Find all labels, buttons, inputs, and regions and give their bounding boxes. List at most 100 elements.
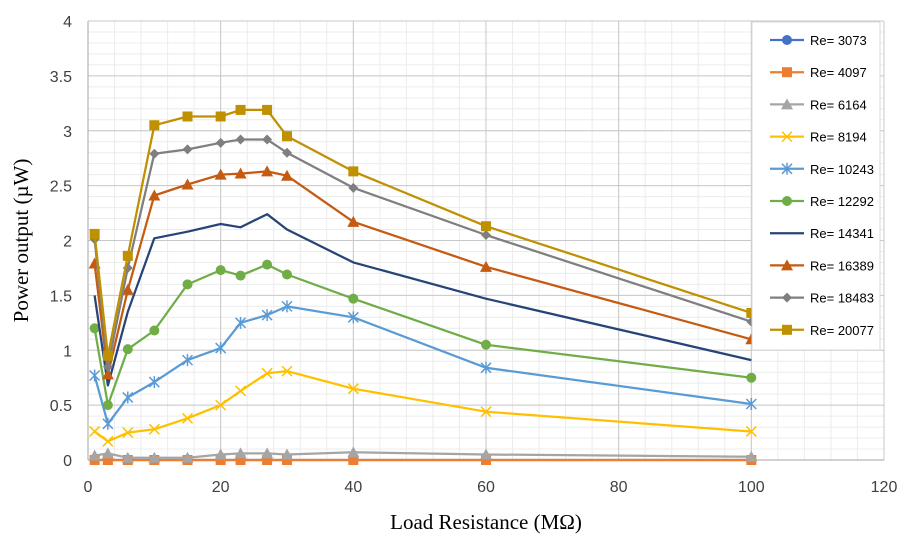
series-6 xyxy=(89,259,757,411)
data-point xyxy=(480,406,492,418)
legend-label: Re= 14341 xyxy=(810,226,874,241)
data-point xyxy=(480,260,492,272)
series-5 xyxy=(89,300,757,430)
data-point xyxy=(281,365,293,377)
data-point xyxy=(261,367,273,379)
series-line xyxy=(93,138,752,368)
legend-entry: Re= 10243 xyxy=(770,162,874,177)
data-point xyxy=(281,448,293,460)
data-point xyxy=(235,316,247,329)
data-point xyxy=(481,339,491,350)
legend-box xyxy=(751,21,881,351)
series-line xyxy=(93,213,752,387)
data-point xyxy=(215,342,227,355)
data-point xyxy=(347,446,360,458)
legend-marker xyxy=(782,67,792,78)
data-point xyxy=(235,270,246,281)
x-tick-label: 20 xyxy=(212,479,230,496)
data-point xyxy=(282,269,292,280)
data-point xyxy=(102,455,113,465)
data-point xyxy=(122,250,133,261)
data-point xyxy=(182,279,193,290)
legend-entry: Re= 12292 xyxy=(770,194,874,209)
y-axis-title: Power output (µW) xyxy=(9,159,33,323)
series-line xyxy=(93,170,752,376)
data-point xyxy=(182,111,193,122)
data-point xyxy=(148,189,161,201)
x-tick-label: 60 xyxy=(477,479,495,496)
data-point xyxy=(121,283,134,295)
legend-label: Re= 10243 xyxy=(810,162,874,177)
y-tick-label: 2 xyxy=(63,234,72,251)
data-point xyxy=(481,455,491,465)
legend-marker xyxy=(781,98,793,110)
data-point xyxy=(281,169,293,181)
legend-entry: Re= 4097 xyxy=(770,65,867,80)
series-line xyxy=(93,263,752,407)
data-point xyxy=(235,104,246,115)
data-point xyxy=(215,137,226,148)
series-line xyxy=(94,451,752,459)
data-point xyxy=(481,230,491,241)
data-point xyxy=(122,427,134,439)
legend-marker xyxy=(782,292,792,303)
data-point xyxy=(282,147,292,158)
data-point xyxy=(235,385,247,397)
x-tick-label: 0 xyxy=(84,479,93,496)
data-point xyxy=(215,455,226,465)
data-point xyxy=(102,435,114,447)
data-point xyxy=(214,168,227,180)
legend-label: Re= 16389 xyxy=(810,258,874,273)
data-point xyxy=(101,368,114,380)
legend-marker xyxy=(781,162,793,175)
legend-label: Re= 18483 xyxy=(810,291,874,306)
legend-entry: Re= 18483 xyxy=(770,291,874,306)
data-point xyxy=(262,134,273,145)
series-4 xyxy=(89,365,757,447)
y-tick-label: 2.5 xyxy=(50,179,72,196)
x-tick-label: 40 xyxy=(344,479,362,496)
legend-marker xyxy=(781,259,793,271)
y-tick-label: 1.5 xyxy=(50,288,72,305)
legend-marker xyxy=(781,131,793,143)
series-8 xyxy=(88,165,758,380)
series-7 xyxy=(93,213,752,387)
legend-entry: Re= 6164 xyxy=(770,97,867,112)
data-point xyxy=(122,344,133,355)
series-line xyxy=(93,108,752,357)
data-point xyxy=(102,350,113,361)
data-point xyxy=(281,300,293,313)
data-point xyxy=(347,311,359,324)
data-point xyxy=(181,412,194,424)
legend-entry: Re= 8194 xyxy=(770,130,867,145)
legend-marker xyxy=(782,324,792,335)
data-point xyxy=(181,178,194,190)
data-point xyxy=(348,182,359,193)
y-tick-label: 1 xyxy=(63,343,72,360)
data-point xyxy=(261,165,274,177)
legend-marker xyxy=(782,196,792,206)
data-point xyxy=(149,120,160,131)
data-point xyxy=(282,455,292,465)
series-10 xyxy=(89,104,757,361)
data-point xyxy=(102,417,114,430)
series-line xyxy=(93,369,752,443)
legend-label: Re= 6164 xyxy=(810,97,867,112)
data-point xyxy=(149,148,160,159)
data-point xyxy=(348,166,359,177)
legend-label: Re= 4097 xyxy=(810,65,867,80)
legend-label: Re= 3073 xyxy=(810,33,867,48)
data-point xyxy=(262,104,273,115)
y-tick-label: 3.5 xyxy=(50,69,72,86)
data-point xyxy=(746,372,757,383)
y-tick-label: 4 xyxy=(63,14,72,31)
data-point xyxy=(347,215,360,227)
legend-entry: Re= 20077 xyxy=(770,323,874,338)
data-point xyxy=(121,451,134,463)
data-point xyxy=(262,455,273,465)
data-point xyxy=(480,448,492,460)
data-point xyxy=(181,451,194,463)
data-point xyxy=(215,399,227,411)
